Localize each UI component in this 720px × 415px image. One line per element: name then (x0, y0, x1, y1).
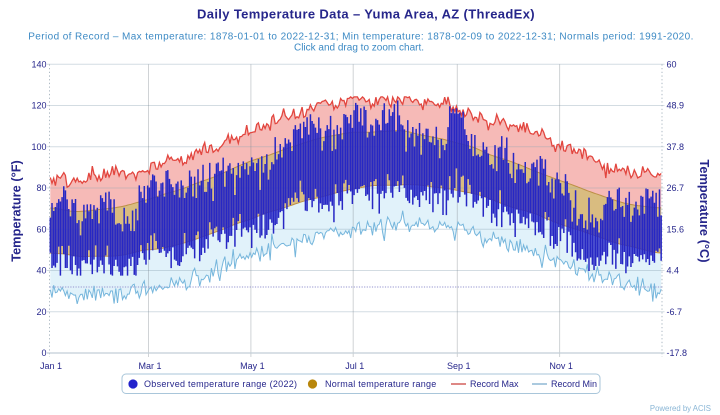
svg-text:100: 100 (31, 142, 46, 152)
svg-text:4.4: 4.4 (667, 266, 680, 276)
svg-text:Observed temperature range (20: Observed temperature range (2022) (144, 379, 297, 389)
svg-text:48.9: 48.9 (667, 101, 685, 111)
svg-text:60: 60 (667, 60, 677, 70)
svg-text:Jan 1: Jan 1 (40, 361, 62, 371)
svg-text:20: 20 (36, 307, 46, 317)
svg-text:0: 0 (41, 348, 46, 358)
svg-text:Temperature (°C): Temperature (°C) (697, 159, 712, 262)
svg-text:37.8: 37.8 (667, 142, 685, 152)
svg-text:Sep 1: Sep 1 (447, 361, 471, 371)
svg-text:Normal temperature range: Normal temperature range (325, 379, 437, 389)
svg-text:Record Min: Record Min (551, 379, 597, 389)
svg-text:15.6: 15.6 (667, 225, 685, 235)
svg-text:140: 140 (31, 60, 46, 70)
svg-text:60: 60 (36, 225, 46, 235)
svg-text:120: 120 (31, 101, 46, 111)
svg-text:80: 80 (36, 183, 46, 193)
svg-text:Mar 1: Mar 1 (138, 361, 161, 371)
svg-text:40: 40 (36, 266, 46, 276)
svg-text:-6.7: -6.7 (667, 307, 683, 317)
svg-text:-17.8: -17.8 (667, 348, 688, 358)
svg-text:Daily Temperature Data – Yuma: Daily Temperature Data – Yuma Area, AZ (… (197, 7, 535, 22)
svg-text:Period of Record – Max tempera: Period of Record – Max temperature: 1878… (28, 32, 694, 43)
svg-text:May 1: May 1 (240, 361, 265, 371)
svg-text:26.7: 26.7 (667, 183, 685, 193)
svg-text:Nov 1: Nov 1 (549, 361, 573, 371)
svg-text:Record Max: Record Max (470, 379, 519, 389)
svg-text:Temperature (°F): Temperature (°F) (9, 160, 24, 262)
svg-text:Jul 1: Jul 1 (345, 361, 364, 371)
svg-text:Powered by ACIS: Powered by ACIS (650, 404, 711, 413)
svg-text:Click and drag to zoom chart.: Click and drag to zoom chart. (294, 43, 424, 54)
